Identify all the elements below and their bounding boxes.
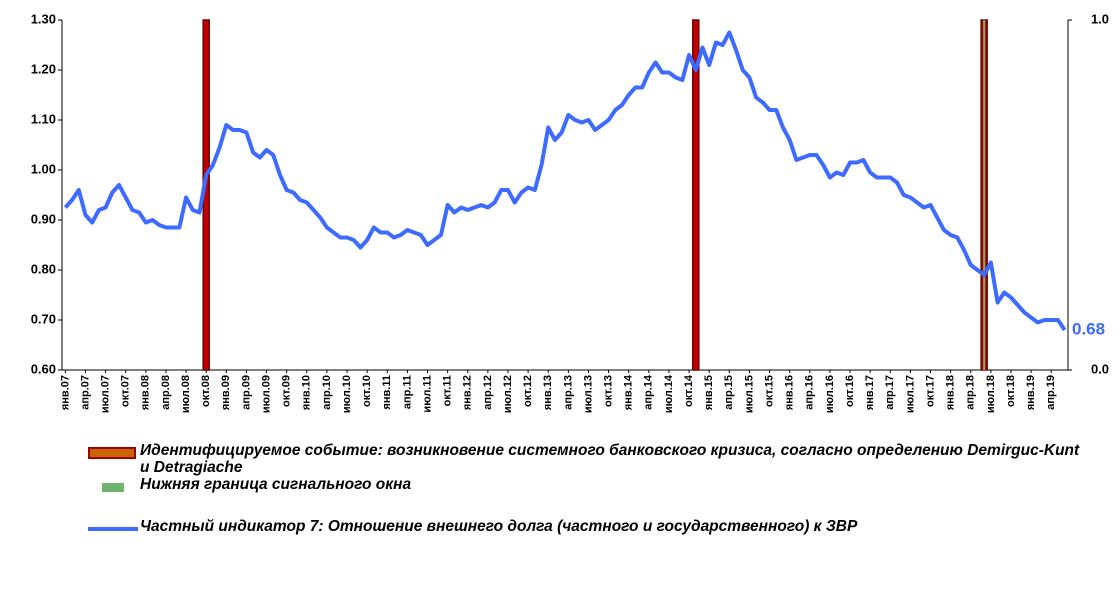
x-tick-label: окт.11	[442, 375, 454, 406]
x-tick-label: янв.11	[381, 375, 393, 410]
x-tick-label: апр.14	[643, 374, 655, 410]
x-tick-label: апр.19	[1045, 375, 1057, 410]
y-tick-label: 0.70	[31, 311, 56, 326]
legend-entry: Идентифицируемое событие: возникновение …	[88, 442, 1088, 476]
x-tick-label: окт.14	[683, 374, 695, 407]
x-tick-label: янв.16	[784, 375, 796, 410]
legend: Идентифицируемое событие: возникновение …	[88, 442, 1088, 535]
crisis-bar	[692, 19, 700, 371]
y-tick-label: 0.80	[31, 261, 56, 276]
x-tick-label: июл.14	[663, 374, 675, 413]
x-tick-label: окт.10	[361, 375, 373, 407]
y2-tick-label: 0.0	[1091, 361, 1109, 376]
x-tick-label: апр.18	[965, 375, 977, 410]
y-tick-label: 1.00	[31, 161, 56, 176]
x-tick-label: апр.16	[804, 375, 816, 410]
legend-marker	[88, 447, 136, 459]
x-tick-label: янв.08	[140, 375, 152, 410]
x-tick-label: окт.13	[602, 375, 614, 407]
x-tick-label: окт.15	[763, 375, 775, 407]
x-tick-label: апр.10	[321, 375, 333, 410]
x-tick-label: окт.18	[1005, 375, 1017, 407]
data-label: 0.68	[1072, 319, 1105, 338]
x-tick-label: янв.17	[864, 375, 876, 410]
legend-label: Частный индикатор 7: Отношение внешнего …	[140, 518, 858, 535]
x-tick-label: апр.08	[160, 375, 172, 410]
legend-label: Идентифицируемое событие: возникновение …	[140, 442, 1080, 476]
legend-swatch	[102, 483, 124, 492]
x-tick-label: окт.07	[120, 375, 132, 407]
y-tick-label: 0.90	[31, 211, 56, 226]
x-tick-label: янв.15	[703, 375, 715, 410]
x-tick-label: июл.08	[180, 375, 192, 413]
x-tick-label: янв.09	[220, 375, 232, 410]
x-tick-label: окт.16	[844, 375, 856, 407]
x-tick-label: июл.15	[743, 375, 755, 413]
y2-tick-label: 1.0	[1091, 11, 1109, 26]
legend-entry: Частный индикатор 7: Отношение внешнего …	[88, 518, 1088, 535]
x-tick-label: янв.12	[462, 375, 474, 410]
y-tick-label: 0.60	[31, 361, 56, 376]
x-tick-label: июл.07	[99, 375, 111, 413]
x-tick-label: июл.18	[985, 375, 997, 413]
y-tick-label: 1.30	[31, 11, 56, 26]
x-tick-label: янв.07	[59, 375, 71, 410]
legend-entry: Нижняя граница сигнального окна	[88, 476, 1088, 493]
legend-marker	[102, 483, 124, 492]
x-tick-label: июл.17	[904, 375, 916, 413]
x-tick-label: апр.15	[723, 375, 735, 410]
x-tick-label: янв.13	[542, 375, 554, 410]
x-tick-label: янв.14	[623, 374, 635, 410]
x-tick-label: июл.11	[421, 375, 433, 413]
x-tick-label: июл.16	[824, 375, 836, 413]
chart: 0.60 0.70 0.80 0.90 1.00 1.10 1.20 1.30 0.0 1.0 ян…	[31, 11, 1109, 413]
x-tick-label: окт.09	[281, 375, 293, 407]
x-tick-label: июл.10	[341, 375, 353, 413]
x-tick-label: июл.09	[260, 375, 272, 413]
legend-label: Нижняя граница сигнального окна	[140, 476, 412, 493]
x-tick-label: окт.08	[200, 375, 212, 407]
legend-swatch	[88, 447, 136, 459]
x-tick-label: апр.09	[240, 375, 252, 410]
x-tick-label: апр.13	[562, 375, 574, 410]
x-tick-label: окт.12	[522, 375, 534, 407]
x-tick-label: янв.10	[301, 375, 313, 410]
x-tick-label: апр.17	[884, 375, 896, 410]
x-tick-label: апр.07	[79, 375, 91, 410]
x-tick-label: апр.12	[482, 375, 494, 410]
x-tick-label: янв.18	[945, 375, 957, 410]
x-tick-label: июл.13	[582, 375, 594, 413]
y-tick-label: 1.10	[31, 111, 56, 126]
x-tick-label: апр.11	[401, 375, 413, 409]
y-tick-label: 1.20	[31, 61, 56, 76]
legend-marker	[88, 527, 138, 531]
indicator-line	[63, 30, 1067, 332]
x-tick-label: июл.12	[502, 375, 514, 413]
x-tick-label: янв.19	[1025, 375, 1037, 410]
x-tick-label: окт.17	[924, 375, 936, 407]
